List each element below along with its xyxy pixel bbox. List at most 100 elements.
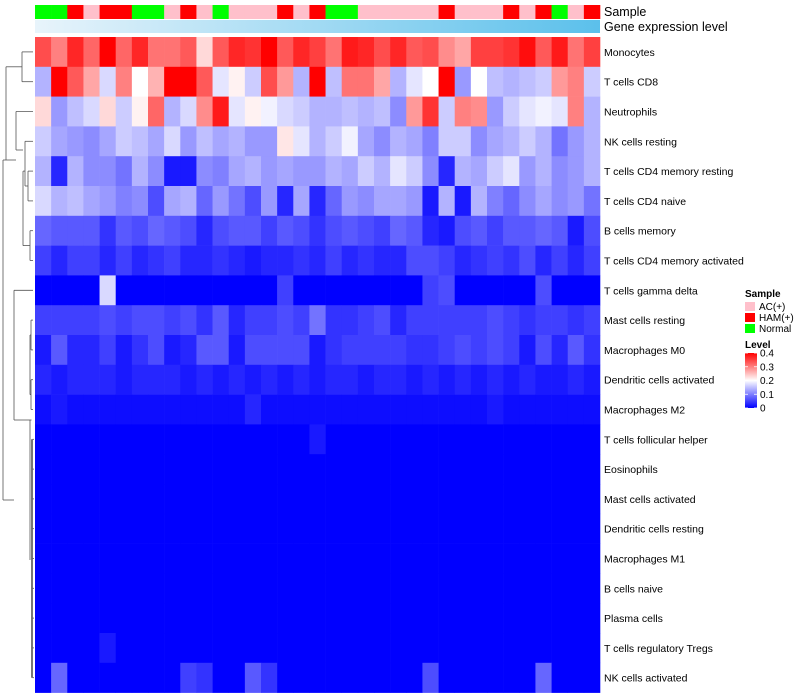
heatmap-cell [277,513,294,544]
heatmap-cell [67,186,84,217]
heatmap-cell [196,335,213,366]
heatmap-cell [228,633,246,664]
gene-expression-gradient [35,20,600,33]
heatmap-cell [406,394,423,425]
heatmap-cell [35,66,52,97]
heatmap-cell [390,543,407,574]
heatmap-cell [228,662,246,693]
heatmap-cell [228,454,246,485]
row-label: T cells regulatory Tregs [604,643,713,655]
heatmap-cell [357,484,375,515]
heatmap-cell [277,364,294,395]
heatmap-cell [261,364,278,395]
heatmap-cell [67,543,84,574]
heatmap-cell [535,126,552,157]
heatmap-cell [180,66,197,97]
heatmap-cell [293,394,310,425]
heatmap-cell [567,633,585,664]
heatmap-cell [438,37,456,68]
row-label: T cells CD4 memory activated [604,256,744,268]
heatmap-cell [212,66,230,97]
heatmap-cell [519,513,536,544]
heatmap-cell [277,215,294,246]
heatmap-cell [99,662,117,693]
heatmap-cell [180,454,197,485]
heatmap-cell [406,156,423,187]
heatmap-cell [503,394,520,425]
heatmap-cell [99,364,117,395]
heatmap-cell [228,603,246,634]
heatmap-cell [487,305,504,336]
heatmap-cell [164,275,181,306]
heatmap-cell [99,484,117,515]
heatmap-cell [374,186,391,217]
heatmap-cell [422,543,439,574]
heatmap-cell [422,364,439,395]
heatmap-cell [406,573,423,604]
heatmap-cell [503,364,520,395]
heatmap-cell [35,394,52,425]
row-labels: Monocytes T cells CD8 Neutrophils NK cells … [604,47,744,685]
heatmap-cell [519,305,536,336]
heatmap-cell [325,633,343,664]
heatmap-cell [567,275,585,306]
sample-cell-19 [341,5,359,19]
heatmap-cell [325,364,343,395]
sample-cell-34 [583,5,601,19]
heatmap-cell [196,364,213,395]
heatmap-cell [519,335,536,366]
heatmap-cell [180,633,197,664]
legend-label-ham: HAM(+) [759,313,794,324]
heatmap-cell [67,245,84,276]
heatmap-cell [487,275,504,306]
heatmap-cell [503,245,520,276]
heatmap-cell [519,633,536,664]
heatmap-cell [261,66,278,97]
heatmap-cell [115,484,133,515]
heatmap-cell [228,245,246,276]
heatmap-cell [325,335,343,366]
heatmap-cell [341,543,359,574]
row-label: NK cells activated [604,673,688,685]
heatmap-cell [567,484,585,515]
heatmap-cell [325,603,343,634]
heatmap-cell [180,275,197,306]
heatmap-cell [454,156,472,187]
heatmap-cell [35,484,52,515]
gene-annotation-label: Gene expression level [604,20,728,34]
heatmap-cell [470,573,488,604]
heatmap-cell [261,215,278,246]
heatmap-cell [261,305,278,336]
heatmap-cell [228,543,246,574]
heatmap-cell [519,484,536,515]
heatmap-cell [519,275,536,306]
heatmap-cell [454,424,472,455]
heatmap-cell [422,305,439,336]
heatmap-cell [180,126,197,157]
heatmap-cell [228,275,246,306]
heatmap-cell [357,275,375,306]
heatmap-cell [277,186,294,217]
heatmap-cell [503,186,520,217]
row-label: Macrophages M1 [604,554,685,566]
heatmap-cell [357,335,375,366]
heatmap-cell [35,126,52,157]
heatmap-cell [357,364,375,395]
heatmap-cell [228,573,246,604]
heatmap-cell [277,484,294,515]
heatmap-cell [438,215,456,246]
heatmap-cell [535,484,552,515]
heatmap-cell [487,603,504,634]
sample-cell-15 [277,5,294,19]
heatmap-cell [293,37,310,68]
heatmap-cell [131,394,149,425]
heatmap-cell [551,603,569,634]
heatmap-cell [374,96,391,127]
heatmap-cell [422,126,439,157]
heatmap-cell [83,603,100,634]
heatmap-cell [583,66,601,97]
heatmap-cell [406,603,423,634]
heatmap-cell [357,454,375,485]
heatmap-cell [131,603,149,634]
heatmap-cell [503,335,520,366]
